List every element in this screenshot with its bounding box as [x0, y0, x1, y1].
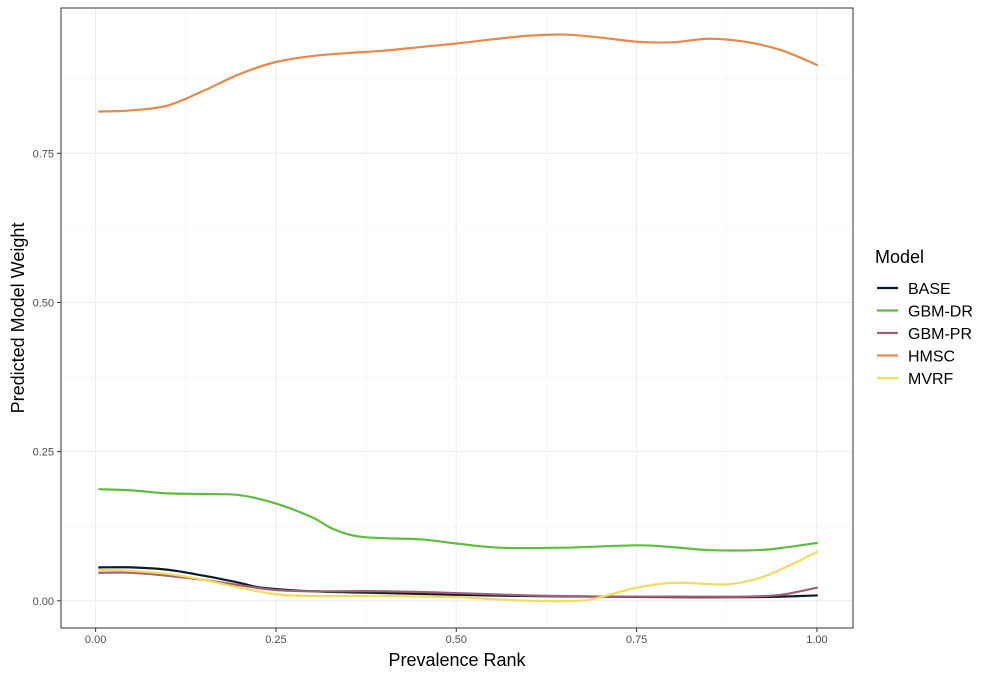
legend-label-hmsc: HMSC: [908, 349, 955, 366]
series-line-hmsc: [98, 33, 819, 113]
legend-title: Model: [875, 247, 924, 267]
legend-label-gbm-dr: GBM-DR: [908, 304, 973, 321]
legend-label-mvrf: MVRF: [908, 371, 954, 388]
x-tick-label: 1.00: [806, 634, 827, 646]
legend-label-base: BASE: [908, 281, 951, 298]
x-tick-label: 0.00: [85, 634, 106, 646]
legend: Model BASE GBM-DR GBM-PR HMSC MVRF: [875, 247, 973, 388]
series-group: [98, 33, 819, 603]
x-axis-ticks: 0.00 0.25 0.50 0.75 1.00: [85, 628, 828, 646]
series-line-gbm-pr: [98, 571, 819, 598]
y-tick-label: 0.00: [33, 596, 54, 608]
series-line-mvrf: [98, 550, 819, 603]
x-tick-label: 0.75: [626, 634, 647, 646]
grid-major: [61, 8, 853, 628]
y-axis-title: Predicted Model Weight: [8, 223, 28, 414]
plot-border: [60, 7, 854, 629]
plot-background: [61, 8, 853, 628]
y-tick-label: 0.25: [33, 447, 54, 459]
y-axis-ticks: 0.00 0.25 0.50 0.75: [33, 148, 61, 608]
x-tick-label: 0.25: [265, 634, 286, 646]
x-axis-title: Prevalence Rank: [388, 650, 526, 670]
y-tick-label: 0.75: [33, 148, 54, 160]
y-tick-label: 0.50: [33, 297, 54, 309]
x-tick-label: 0.50: [446, 634, 467, 646]
grid-minor: [61, 8, 853, 628]
legend-label-gbm-pr: GBM-PR: [908, 326, 972, 343]
series-line-gbm-dr: [98, 488, 819, 552]
